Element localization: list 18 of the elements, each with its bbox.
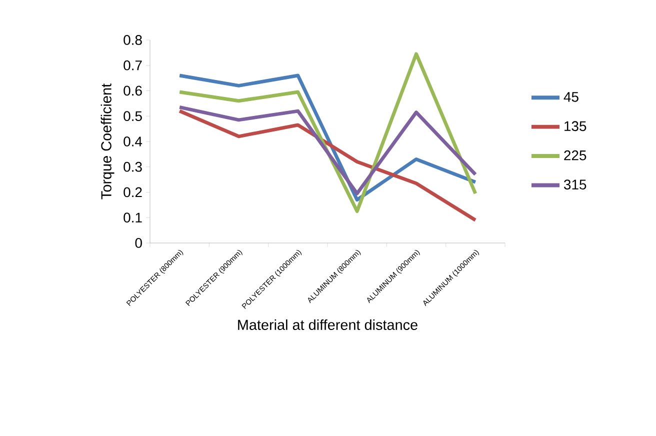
y-tick-label: 0.2: [124, 187, 142, 198]
legend-label: 45: [564, 92, 578, 102]
y-tick-label: 0.7: [124, 60, 142, 70]
y-tick-label: 0.8: [124, 35, 142, 45]
line-series: [178, 105, 478, 196]
legend-label: 315: [564, 180, 586, 190]
y-tick-label: 0: [135, 238, 142, 248]
line-series: [178, 109, 478, 222]
y-tick-label: 0.3: [124, 162, 142, 172]
legend-label: 135: [564, 121, 586, 132]
y-tick-label: 0.5: [124, 111, 142, 122]
y-tick-label: 0.6: [124, 86, 142, 96]
y-tick-label: 0.1: [124, 212, 142, 223]
x-axis-title: Material at different distance: [238, 319, 418, 330]
legend-label: 225: [564, 150, 586, 160]
line-series: [178, 52, 478, 214]
y-axis-title: Torque Coefficient: [100, 84, 114, 200]
y-tick-label: 0.4: [124, 136, 142, 146]
